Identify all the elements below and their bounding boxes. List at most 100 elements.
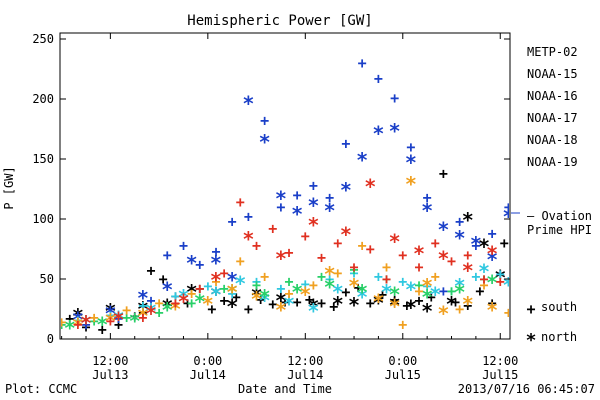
point-metp-02-south: + — [585, 317, 594, 335]
point-metp-02-north: * — [332, 292, 344, 316]
point-noaa-16-north: * — [307, 299, 319, 323]
point-noaa-19-north: * — [275, 246, 287, 270]
point-noaa-19-south: + — [317, 248, 326, 266]
point-noaa-17-north: * — [161, 298, 173, 322]
point-noaa-16-south: + — [447, 282, 456, 300]
point-noaa-18-north: * — [389, 294, 401, 318]
point-noaa-16-north: * — [234, 272, 246, 296]
point-noaa-17-north: * — [584, 310, 596, 334]
point-noaa-17-south: + — [155, 304, 164, 322]
point-noaa-17-south: + — [220, 280, 229, 298]
point-metp-02-south: + — [171, 287, 180, 305]
point-noaa-18-north: * — [437, 302, 449, 326]
point-noaa-19-south: + — [333, 234, 342, 252]
point-metp-02-south: + — [390, 290, 399, 308]
point-noaa-17-north: * — [291, 280, 303, 304]
y-tick-label: 150 — [32, 152, 54, 166]
point-noaa-16-south: + — [171, 287, 180, 305]
point-noaa-16-north: * — [332, 280, 344, 304]
point-metp-02-south: + — [280, 293, 289, 311]
point-noaa-18-north: * — [584, 316, 596, 340]
point-noaa-19-south: + — [366, 240, 375, 258]
point-noaa-17-south: + — [382, 270, 391, 288]
point-noaa-19-north: * — [437, 246, 449, 270]
legend: METP-02 NOAA-15 NOAA-16 NOAA-17 NOAA-18 NOAA-… — [527, 45, 578, 169]
point-noaa-16-north: * — [429, 282, 441, 306]
point-noaa-19-south: + — [447, 252, 456, 270]
point-noaa-19-north: * — [413, 242, 425, 266]
point-noaa-19-south: + — [138, 308, 147, 326]
x-tick-label-time: 0:00 — [193, 354, 222, 368]
point-noaa-18-south: + — [504, 304, 513, 322]
point-noaa-18-south: + — [33, 308, 42, 326]
point-metp-02-north: * — [72, 304, 84, 328]
point-metp-02-south: + — [256, 290, 265, 308]
point-noaa-19-north: * — [210, 268, 222, 292]
point-noaa-15-south: + — [228, 212, 237, 230]
point-noaa-19-south: + — [285, 244, 294, 262]
point-noaa-15-south: + — [439, 282, 448, 300]
point-noaa-19-south: + — [431, 234, 440, 252]
point-noaa-18-south: + — [358, 236, 367, 254]
point-noaa-16-north: * — [575, 304, 587, 328]
point-noaa-18-north: * — [251, 287, 263, 311]
point-noaa-15-north: * — [104, 302, 116, 326]
point-noaa-18-south: + — [155, 294, 164, 312]
x-tick-label-time: 12:00 — [92, 354, 128, 368]
point-noaa-16-north: * — [283, 292, 295, 316]
point-noaa-15-north: * — [72, 308, 84, 332]
point-noaa-15-south: + — [49, 300, 58, 318]
point-noaa-18-north: * — [462, 292, 474, 316]
point-metp-02-south: + — [146, 262, 155, 280]
point-noaa-16-south: + — [471, 268, 480, 286]
point-noaa-15-south: + — [179, 236, 188, 254]
point-noaa-18-south: + — [260, 268, 269, 286]
marker-legend-label-south: south — [541, 300, 577, 314]
point-noaa-16-south: + — [593, 308, 600, 326]
marker-legend-symbol-north: * — [526, 330, 537, 351]
x-tick-label-date: Jul15 — [385, 368, 421, 382]
point-noaa-17-south: + — [479, 270, 488, 288]
point-metp-02-south: + — [130, 307, 139, 325]
point-noaa-16-south: + — [138, 296, 147, 314]
point-noaa-15-north: * — [210, 251, 222, 275]
legend-title: METP-02 — [527, 45, 578, 59]
point-noaa-17-south: + — [90, 312, 99, 330]
point-noaa-16-south: + — [73, 311, 82, 329]
x-axis-label: Date and Time — [238, 382, 332, 396]
point-noaa-18-south: + — [415, 282, 424, 300]
point-noaa-18-south: + — [122, 301, 131, 319]
point-noaa-15-north: * — [486, 248, 498, 272]
point-noaa-15-north: * — [324, 198, 336, 222]
point-noaa-15-north: * — [226, 268, 238, 292]
point-metp-02-south: + — [451, 293, 460, 311]
point-metp-02-north: * — [348, 293, 360, 317]
point-metp-02-south: + — [25, 319, 34, 337]
point-metp-02-south: + — [220, 292, 229, 310]
point-noaa-18-north: * — [510, 299, 522, 323]
chart-title: Hemispheric Power [GW] — [187, 13, 372, 29]
point-noaa-17-south: + — [447, 282, 456, 300]
point-noaa-15-south: + — [341, 134, 350, 152]
point-noaa-15-south: + — [390, 89, 399, 107]
point-noaa-15-north: * — [437, 218, 449, 242]
point-noaa-15-south: + — [309, 176, 318, 194]
point-metp-02-south: + — [317, 294, 326, 312]
point-noaa-17-south: + — [252, 276, 261, 294]
point-noaa-16-south: + — [228, 284, 237, 302]
ovation-label: — Ovation — [527, 209, 592, 223]
point-noaa-15-south: + — [553, 272, 562, 290]
point-noaa-17-north: * — [356, 280, 368, 304]
point-noaa-19-north: * — [340, 222, 352, 246]
legend-entry-noaa-16: NOAA-16 — [527, 89, 578, 103]
point-noaa-19-south: + — [577, 306, 586, 324]
point-noaa-16-south: + — [520, 275, 529, 293]
point-noaa-15-south: + — [81, 316, 90, 334]
point-noaa-15-north: * — [535, 242, 547, 266]
point-metp-02-south: + — [439, 164, 448, 182]
point-noaa-16-south: + — [276, 280, 285, 298]
point-noaa-19-south: + — [382, 270, 391, 288]
point-metp-02-south: + — [427, 288, 436, 306]
point-metp-02-north: * — [251, 284, 263, 308]
point-noaa-19-north: * — [389, 230, 401, 254]
